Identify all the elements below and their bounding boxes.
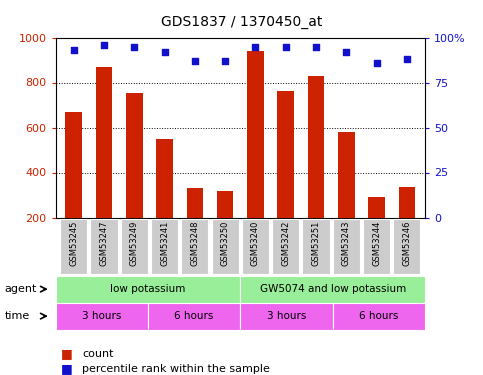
Bar xyxy=(181,219,209,274)
Text: GSM53246: GSM53246 xyxy=(402,220,412,266)
Bar xyxy=(308,76,325,217)
Bar xyxy=(156,139,173,218)
Text: ■: ■ xyxy=(60,348,72,360)
Bar xyxy=(186,188,203,218)
Point xyxy=(312,44,320,50)
Bar xyxy=(217,190,233,217)
Bar xyxy=(121,219,148,274)
Bar xyxy=(277,91,294,218)
Bar xyxy=(65,112,82,218)
Bar xyxy=(90,219,118,274)
Bar xyxy=(368,197,385,217)
Bar xyxy=(56,276,241,303)
Bar xyxy=(393,219,421,274)
Bar xyxy=(241,276,425,303)
Text: percentile rank within the sample: percentile rank within the sample xyxy=(82,364,270,374)
Text: GSM53247: GSM53247 xyxy=(99,220,109,266)
Text: GDS1837 / 1370450_at: GDS1837 / 1370450_at xyxy=(161,15,322,29)
Point xyxy=(100,42,108,48)
Bar xyxy=(398,187,415,218)
Text: 3 hours: 3 hours xyxy=(267,311,306,321)
Text: GSM53245: GSM53245 xyxy=(69,220,78,266)
Bar xyxy=(247,51,264,217)
Text: GSM53243: GSM53243 xyxy=(342,220,351,266)
Text: GSM53250: GSM53250 xyxy=(221,220,229,266)
Point xyxy=(373,60,381,66)
Point xyxy=(130,44,138,50)
Point xyxy=(191,58,199,64)
Text: 3 hours: 3 hours xyxy=(82,311,121,321)
Text: time: time xyxy=(5,311,30,321)
Text: GSM53248: GSM53248 xyxy=(190,220,199,266)
Bar xyxy=(272,219,299,274)
Text: 6 hours: 6 hours xyxy=(174,311,214,321)
Point xyxy=(161,49,169,55)
Bar xyxy=(60,219,87,274)
Point xyxy=(342,49,350,55)
Text: low potassium: low potassium xyxy=(110,284,185,294)
Text: GSM53242: GSM53242 xyxy=(281,220,290,266)
Bar xyxy=(302,219,329,274)
Point xyxy=(70,47,78,53)
Bar xyxy=(242,219,269,274)
Bar xyxy=(56,303,148,330)
Bar xyxy=(96,67,113,218)
Text: count: count xyxy=(82,349,114,359)
Bar xyxy=(333,303,425,330)
Text: GSM53251: GSM53251 xyxy=(312,220,321,266)
Bar xyxy=(212,219,239,274)
Text: GW5074 and low potassium: GW5074 and low potassium xyxy=(259,284,406,294)
Bar xyxy=(338,132,355,218)
Text: GSM53244: GSM53244 xyxy=(372,220,381,266)
Bar xyxy=(363,219,390,274)
Bar xyxy=(151,219,178,274)
Bar xyxy=(333,219,360,274)
Bar xyxy=(241,303,333,330)
Text: agent: agent xyxy=(5,284,37,294)
Bar xyxy=(148,303,241,330)
Text: ■: ■ xyxy=(60,363,72,375)
Text: GSM53241: GSM53241 xyxy=(160,220,169,266)
Point xyxy=(221,58,229,64)
Text: GSM53249: GSM53249 xyxy=(130,220,139,266)
Point xyxy=(403,56,411,62)
Point xyxy=(282,44,290,50)
Text: GSM53240: GSM53240 xyxy=(251,220,260,266)
Bar xyxy=(126,93,142,218)
Text: 6 hours: 6 hours xyxy=(359,311,398,321)
Point xyxy=(252,44,259,50)
